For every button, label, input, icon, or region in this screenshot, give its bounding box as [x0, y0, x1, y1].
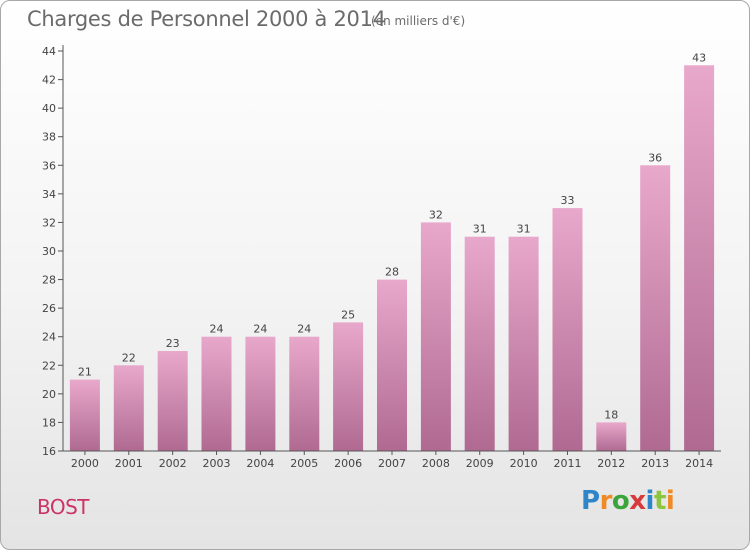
proxiti-logo[interactable]: Proxiti [581, 486, 675, 516]
bar-value-label: 33 [561, 194, 575, 207]
bar-value-label: 36 [648, 151, 662, 164]
bar-value-label: 24 [210, 323, 224, 336]
y-tick-label: 18 [42, 416, 56, 429]
bar-value-label: 21 [78, 366, 92, 379]
bar [552, 208, 583, 451]
logo-letter: t [653, 486, 666, 516]
y-tick-label: 44 [42, 45, 56, 58]
chart-subtitle: (en milliers d'€) [371, 14, 466, 28]
x-tick-label: 2005 [290, 457, 318, 470]
x-tick-label: 2014 [685, 457, 713, 470]
bar-value-label: 18 [604, 408, 618, 421]
logo-letter: r [599, 486, 613, 516]
bar [69, 379, 100, 451]
bar-value-label: 31 [473, 223, 487, 236]
x-tick-label: 2004 [246, 457, 274, 470]
y-tick-label: 16 [42, 445, 56, 458]
x-tick-label: 2003 [203, 457, 231, 470]
bar-value-label: 31 [517, 223, 531, 236]
bar [684, 65, 715, 452]
y-tick-label: 36 [42, 159, 56, 172]
bar [420, 222, 451, 451]
y-tick-label: 28 [42, 274, 56, 287]
x-tick-label: 2009 [466, 457, 494, 470]
y-tick-label: 32 [42, 216, 56, 229]
y-tick-label: 26 [42, 302, 56, 315]
bar-value-label: 25 [341, 308, 355, 321]
logo-letter: i [645, 486, 655, 516]
x-tick-label: 2010 [510, 457, 538, 470]
x-tick-label: 2008 [422, 457, 450, 470]
bar [157, 351, 188, 451]
y-tick-label: 20 [42, 388, 56, 401]
bar [464, 236, 495, 451]
logo-letter: i [665, 486, 675, 516]
y-tick-label: 42 [42, 74, 56, 87]
bar [508, 236, 539, 451]
y-tick-label: 34 [42, 188, 56, 201]
bar-value-label: 43 [692, 51, 706, 64]
bar-value-label: 23 [166, 337, 180, 350]
y-tick-label: 30 [42, 245, 56, 258]
y-tick-label: 24 [42, 331, 56, 344]
x-tick-label: 2006 [334, 457, 362, 470]
y-tick-label: 40 [42, 102, 56, 115]
logo-letter: P [581, 486, 600, 516]
x-tick-label: 2012 [597, 457, 625, 470]
bar [113, 365, 144, 451]
bar-value-label: 32 [429, 208, 443, 221]
bar-value-label: 24 [253, 323, 267, 336]
bar [596, 422, 627, 451]
logo-letter: x [629, 486, 646, 516]
logo-letter: o [611, 486, 630, 516]
y-tick-label: 38 [42, 131, 56, 144]
bar [640, 165, 671, 452]
x-tick-label: 2007 [378, 457, 406, 470]
bar [289, 336, 320, 451]
bar [377, 279, 407, 451]
x-tick-label: 2011 [554, 457, 582, 470]
bar-value-label: 28 [385, 266, 399, 279]
commune-name: BOST [37, 495, 90, 519]
chart-title: Charges de Personnel 2000 à 2014 [27, 7, 386, 31]
y-tick-label: 22 [42, 359, 56, 372]
bar [201, 336, 232, 451]
bar-value-label: 24 [297, 323, 311, 336]
x-tick-label: 2013 [641, 457, 669, 470]
x-tick-label: 2000 [71, 457, 99, 470]
bar-value-label: 22 [122, 351, 136, 364]
x-tick-label: 2002 [159, 457, 187, 470]
bar [245, 336, 276, 451]
bar [333, 322, 364, 451]
x-tick-label: 2001 [115, 457, 143, 470]
